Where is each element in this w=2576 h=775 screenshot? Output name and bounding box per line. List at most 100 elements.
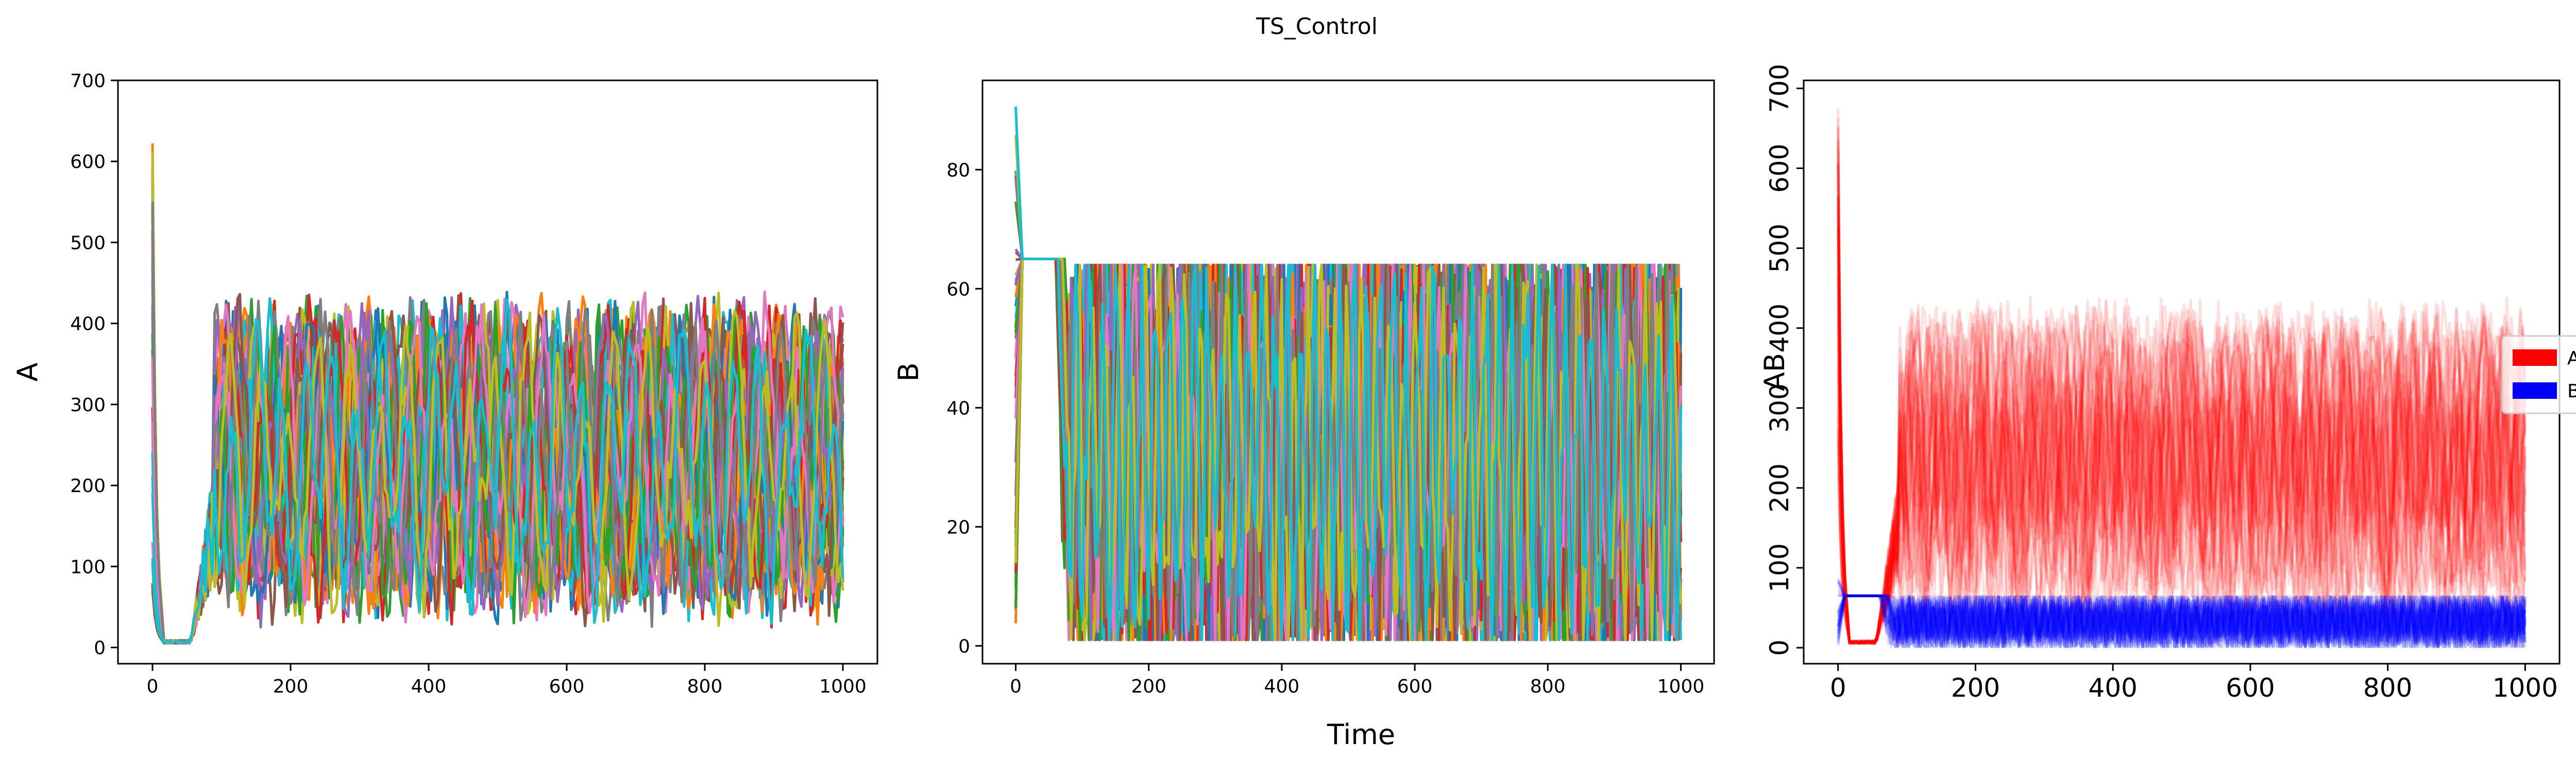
series-line-b [1837,594,2526,648]
x-tick-label: 200 [1131,676,1166,697]
y-tick-label: 0 [94,638,106,659]
series-line-a [1837,164,2527,645]
legend-label: B [2567,381,2576,402]
x-tick-label: 1000 [1657,676,1705,697]
series-line-a [1837,308,2527,645]
x-tick-label: 1000 [819,676,867,697]
series-line-a [1837,297,2527,645]
x-tick-label: 400 [411,676,447,697]
x-tick-label: 800 [687,676,723,697]
series-line [151,298,844,645]
x-tick-label: 0 [147,676,159,697]
series-line-b [1837,594,2527,648]
series-line-b [1837,594,2527,648]
series-line-a [1837,277,2527,645]
series-line-b [1837,594,2527,648]
panel-b: 0 200 400 600 800 1000 0 20 40 60 80 B [892,79,1715,697]
y-axis-label: AB [1758,353,1791,391]
x-tick-label: 400 [2088,673,2137,703]
series-line-b [1837,594,2527,648]
series-line-a [1837,119,2527,645]
series-line-b [1837,594,2527,648]
series-line-a [1837,302,2527,645]
y-tick-label: 40 [946,398,970,419]
legend-label: A [2567,348,2576,369]
x-tick-label: 600 [2226,673,2275,703]
series-line-a [1837,298,2527,645]
series-line-b [1837,594,2527,648]
series-line-b [1837,585,2527,648]
y-tick-label: 600 [70,151,106,173]
x-tick-label: 200 [273,676,309,697]
series-line-a [1837,126,2527,645]
series-line-b [1837,594,2527,648]
y-tick-label: 60 [946,279,970,300]
y-tick-label: 200 [1765,463,1794,512]
series-line-a [1837,309,2527,645]
y-tick-label: 600 [1765,144,1794,193]
series-line-b [1837,594,2527,648]
series-line-a [1837,204,2527,645]
x-tick-label: 400 [1264,676,1300,697]
series-line-a [1837,301,2527,645]
axes-frame [981,79,1715,665]
series-line-b [1837,594,2527,648]
series-line-a [1837,300,2527,645]
series-line-b [1837,594,2527,648]
series-line-b [1837,594,2527,648]
x-tick-label: 0 [1830,673,1846,703]
y-tick-label: 700 [1765,64,1794,113]
legend-swatch [2513,349,2557,366]
y-tick-label: 300 [70,395,106,416]
y-tick-label: 400 [70,314,106,335]
series-line-a [1837,196,2527,645]
y-tick-label: 100 [1765,543,1794,592]
series-line-b [1837,594,2527,648]
y-tick-label: 700 [70,71,106,92]
series-line-a [1837,200,2527,645]
series-line-a [1837,304,2527,645]
series-line-a [1837,308,2527,645]
shared-x-axis-label: Time [1327,718,1395,751]
series-line-b [1837,581,2527,648]
y-tick-label: 20 [946,517,970,538]
series-line-b [1837,594,2527,648]
series-line-a [1837,236,2527,645]
figure-suptitle: TS_Control [1256,13,1378,40]
y-axis-label: A [11,362,44,381]
series-line-a [1837,228,2527,645]
y-tick-label: 80 [946,160,970,181]
x-tick-label: 800 [2363,673,2412,703]
series-line-a [1837,223,2527,645]
y-tick-label: 500 [70,232,106,254]
series-line-a [1837,293,2527,645]
series-line-a [1837,108,2527,645]
series-line-a [1837,148,2527,645]
series-line-a [1837,305,2527,645]
y-tick-label: 500 [1765,224,1794,273]
series-line-b [1837,594,2527,648]
y-tick-label: 300 [1765,383,1794,432]
series-line-b [1837,594,2527,648]
series-line-a [1837,196,2527,645]
series-line-b [1837,579,2527,648]
series-line-a [1837,158,2527,645]
series-line-a [1837,246,2527,645]
axes-frame [117,79,878,665]
series-line-b [1837,594,2527,648]
legend-box [2501,335,2576,414]
series-line-a [1837,262,2527,645]
series-line-b [1837,594,2527,648]
y-tick-label: 0 [958,636,970,657]
series-line-b [1837,588,2527,648]
series-line-a [1837,305,2527,645]
y-tick-label: 400 [1765,304,1794,352]
series-line-b [1837,594,2527,648]
panel-a: 0 200 400 600 800 1000 0 100 200 300 400 500 600 700 A [11,71,878,697]
series-line-a [1837,142,2527,645]
series-line-a [1837,309,2527,645]
legend: AB [2501,335,2576,414]
x-tick-label: 600 [549,676,585,697]
series-line-b [1838,594,2526,648]
series-line-b [1837,594,2526,648]
